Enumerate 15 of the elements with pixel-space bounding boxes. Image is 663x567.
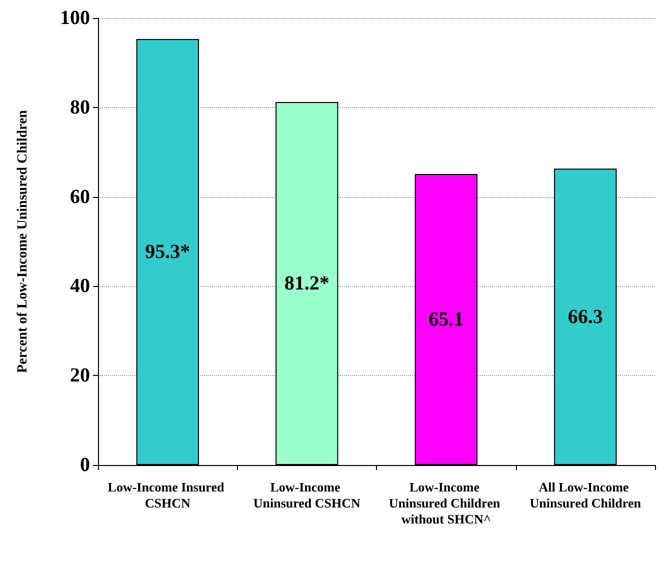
y-tick-label: 0 (80, 454, 90, 476)
y-tick-label: 100 (60, 7, 90, 29)
y-tick-label: 80 (70, 96, 90, 118)
y-tick-label: 60 (70, 186, 90, 208)
data-label: 66.3 (568, 306, 603, 328)
x-tick-label: Low-Income Uninsured Children without SHCN^ (388, 480, 504, 526)
x-tick-label: All Low-Income Uninsured Children (530, 480, 642, 510)
x-tick-label: Low-Income Insured CSHCN (108, 480, 228, 510)
data-label: 95.3* (145, 241, 190, 264)
x-tick-label: Low-Income Uninsured CSHCN (253, 480, 362, 510)
y-tick-label: 40 (70, 275, 90, 298)
data-label: 65.1 (428, 308, 464, 330)
data-label: 81.2* (284, 272, 330, 295)
y-tick-label: 20 (70, 364, 90, 387)
y-axis-title: Percent of Low-Income Uninsured Children (16, 110, 30, 373)
